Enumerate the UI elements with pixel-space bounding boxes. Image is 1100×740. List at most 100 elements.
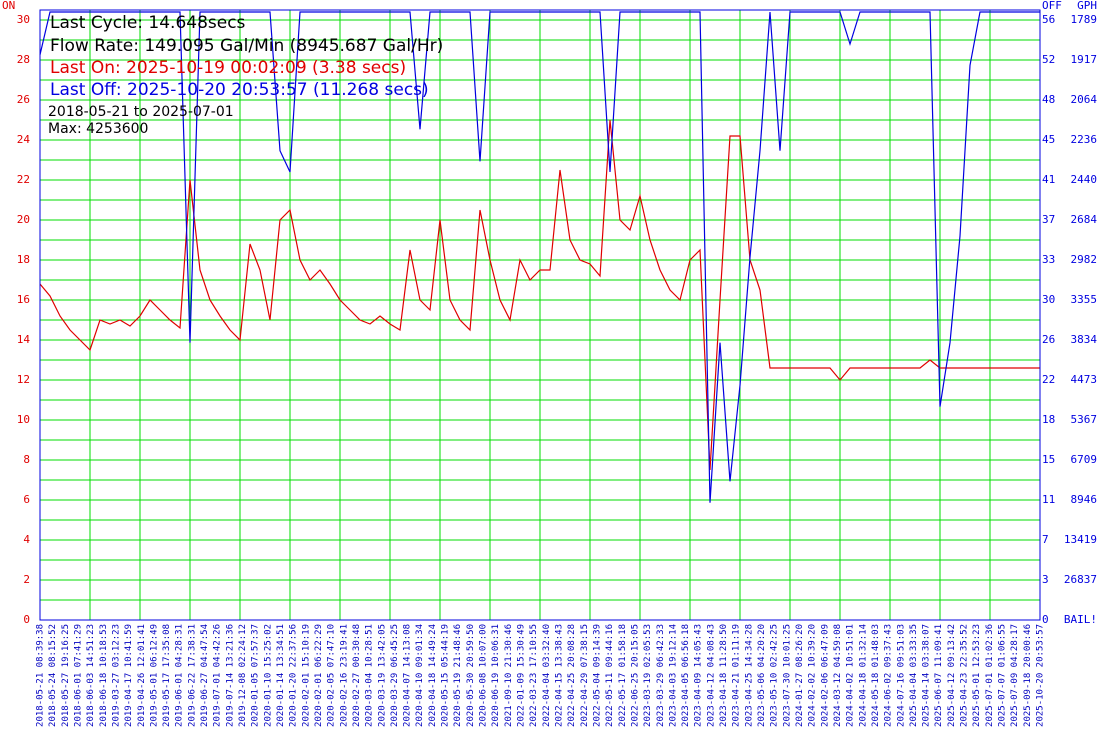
left-axis-label: ON xyxy=(2,0,15,12)
x-tick-label: 2025-07-01 01:02:36 xyxy=(985,624,995,727)
y-tick-label: 24 xyxy=(17,133,31,146)
x-tick-label: 2018-05-24 08:15:52 xyxy=(48,624,58,727)
y2-tick-label-gph: 2236 xyxy=(1071,133,1098,146)
info-line: Max: 4253600 xyxy=(48,121,148,137)
y-tick-label: 2 xyxy=(23,573,30,586)
y2-tick-label: 11 xyxy=(1042,493,1055,506)
x-tick-label: 2024-04-18 01:32:14 xyxy=(858,624,868,727)
y2-tick-label-gph: 3355 xyxy=(1071,293,1098,306)
y2-tick-label-gph: 3834 xyxy=(1071,333,1098,346)
x-tick-label: 2020-03-29 06:45:25 xyxy=(390,624,400,727)
x-tick-label: 2023-04-05 06:56:18 xyxy=(681,624,691,727)
y2-tick-label: 18 xyxy=(1042,413,1055,426)
x-tick-label: 2023-07-30 10:01:25 xyxy=(782,624,792,727)
x-tick-label: 2025-05-01 12:53:23 xyxy=(972,624,982,727)
plot-border xyxy=(39,9,1041,621)
x-tick-label: 2019-06-01 04:28:31 xyxy=(175,624,185,727)
x-tick-label: 2023-04-25 14:34:28 xyxy=(744,624,754,727)
x-tick-label: 2020-02-16 23:19:41 xyxy=(339,624,349,727)
y2-tick-label-gph: 6709 xyxy=(1071,453,1098,466)
x-tick-label: 2020-03-19 13:42:05 xyxy=(377,624,387,727)
x-tick-label: 2018-06-03 14:51:23 xyxy=(86,624,96,727)
info-line: Last Cycle: 14.648secs xyxy=(50,13,246,33)
x-tick-label: 2023-04-21 01:11:19 xyxy=(732,624,742,727)
x-tick-label: 2025-04-23 22:35:52 xyxy=(960,624,970,727)
x-tick-label: 2025-04-14 03:38:07 xyxy=(922,624,932,727)
x-tick-label: 2018-06-18 10:18:53 xyxy=(99,624,109,727)
y2-tick-label: 26 xyxy=(1042,333,1055,346)
y2-tick-label: 48 xyxy=(1042,93,1055,106)
y-tick-label: 14 xyxy=(17,333,31,346)
info-line: Last Off: 2025-10-20 20:53:57 (11.268 se… xyxy=(50,80,429,100)
x-tick-label: 2018-06-01 07:41:29 xyxy=(74,624,84,727)
y2-tick-label-gph: 2982 xyxy=(1071,253,1098,266)
x-tick-label: 2025-07-07 01:06:55 xyxy=(998,624,1008,727)
x-tick-label: 2020-05-15 05:44:19 xyxy=(441,624,451,727)
x-tick-label: 2020-05-30 20:59:50 xyxy=(466,624,476,727)
x-tick-label: 2022-04-04 03:32:40 xyxy=(542,624,552,727)
y-tick-label: 16 xyxy=(17,293,30,306)
x-tick-label: 2024-05-18 01:48:03 xyxy=(871,624,881,727)
x-tick-label: 2019-04-17 10:41:59 xyxy=(124,624,134,727)
x-tick-label: 2024-01-27 08:26:20 xyxy=(795,624,805,727)
x-tick-label: 2022-01-09 15:30:49 xyxy=(517,624,527,727)
y2-tick-label-gph: 2064 xyxy=(1071,93,1098,106)
y2-tick-label-gph: 4473 xyxy=(1071,373,1098,386)
x-tick-label: 2019-12-08 02:24:12 xyxy=(238,624,248,727)
x-tick-label: 2024-06-02 09:37:43 xyxy=(884,624,894,727)
y2-tick-label: 56 xyxy=(1042,13,1055,26)
y2-tick-label: 22 xyxy=(1042,373,1055,386)
right-axis-label-2: GPH xyxy=(1077,0,1097,12)
x-tick-label: 2024-07-16 09:51:03 xyxy=(896,624,906,727)
y-tick-label: 4 xyxy=(23,533,30,546)
y-tick-label: 12 xyxy=(17,373,30,386)
x-tick-label: 2020-01-05 07:57:37 xyxy=(251,624,261,727)
y-tick-label: 8 xyxy=(23,453,30,466)
x-tick-label: 2023-04-03 19:12:14 xyxy=(668,624,678,727)
x-tick-label: 2022-04-15 13:38:43 xyxy=(555,624,565,727)
y2-tick-label-gph: 5367 xyxy=(1071,413,1098,426)
x-tick-label: 2023-05-10 02:42:25 xyxy=(770,624,780,727)
x-tick-label: 2019-07-14 13:21:36 xyxy=(225,624,235,727)
y2-tick-label: 3 xyxy=(1042,573,1049,586)
x-tick-label: 2019-06-22 17:38:31 xyxy=(187,624,197,727)
x-tick-label: 2023-05-06 04:20:20 xyxy=(757,624,767,727)
x-tick-label: 2024-02-02 10:39:20 xyxy=(808,624,818,727)
x-tick-label: 2025-04-04 03:33:35 xyxy=(909,624,919,727)
x-tick-label: 2020-02-01 15:10:19 xyxy=(301,624,311,727)
x-tick-label: 2022-03-23 17:10:55 xyxy=(529,624,539,727)
y2-tick-label-gph: 26837 xyxy=(1064,573,1097,586)
x-tick-label: 2020-01-20 22:37:56 xyxy=(289,624,299,727)
info-line: 2018-05-21 to 2025-07-01 xyxy=(48,104,234,120)
x-tick-label: 2020-01-10 15:25:02 xyxy=(263,624,273,727)
x-tick-label: 2023-03-29 06:42:33 xyxy=(656,624,666,727)
y2-tick-label-gph: 1789 xyxy=(1071,13,1098,26)
y2-tick-label: 41 xyxy=(1042,173,1055,186)
y2-tick-label-gph: 2684 xyxy=(1071,213,1098,226)
y2-tick-label: 52 xyxy=(1042,53,1055,66)
x-tick-label: 2020-01-14 13:34:51 xyxy=(276,624,286,727)
x-tick-label: 2023-04-09 14:05:43 xyxy=(694,624,704,727)
x-tick-label: 2020-02-27 00:30:48 xyxy=(352,624,362,727)
y2-tick-label: 15 xyxy=(1042,453,1055,466)
x-tick-label: 2019-04-26 12:01:41 xyxy=(137,624,147,727)
x-tick-label: 2020-06-19 10:06:31 xyxy=(491,624,501,727)
info-line: Last On: 2025-10-19 00:02:09 (3.38 secs) xyxy=(50,58,406,78)
x-tick-label: 2025-04-12 09:13:42 xyxy=(947,624,957,727)
x-tick-label: 2025-07-09 04:28:17 xyxy=(1010,624,1020,727)
x-tick-label: 2022-06-25 20:15:05 xyxy=(630,624,640,727)
x-tick-label: 2019-07-01 04:42:26 xyxy=(213,624,223,727)
y-tick-label: 22 xyxy=(17,173,30,186)
x-tick-label: 2020-04-18 14:49:24 xyxy=(428,624,438,727)
x-tick-label: 2025-09-18 20:00:46 xyxy=(1023,624,1033,727)
x-tick-label: 2019-06-27 04:47:54 xyxy=(200,624,210,727)
right-axis-label: OFF xyxy=(1042,0,1062,12)
y2-tick-label: 0 xyxy=(1042,613,1049,626)
y2-tick-label: 30 xyxy=(1042,293,1055,306)
x-tick-label: 2020-02-01 06:22:29 xyxy=(314,624,324,727)
x-tick-label: 2020-04-07 14:13:08 xyxy=(403,624,413,727)
y2-tick-label: 45 xyxy=(1042,133,1055,146)
y-tick-label: 18 xyxy=(17,253,30,266)
y2-tick-label: 37 xyxy=(1042,213,1055,226)
